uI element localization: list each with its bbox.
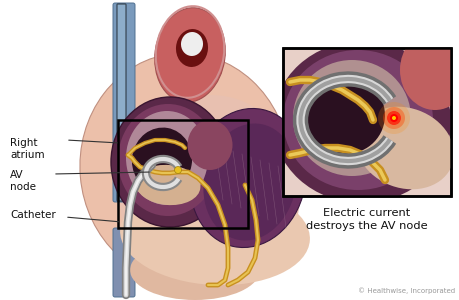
Ellipse shape [203,124,296,241]
Ellipse shape [282,50,432,190]
Ellipse shape [154,8,225,102]
Ellipse shape [304,76,384,154]
Ellipse shape [399,30,459,110]
Ellipse shape [120,95,299,295]
Ellipse shape [292,60,410,176]
Circle shape [389,114,397,122]
Ellipse shape [135,165,200,205]
Bar [282,48,450,196]
Ellipse shape [120,185,309,285]
Bar [118,120,247,228]
Ellipse shape [176,29,207,67]
FancyBboxPatch shape [117,4,126,201]
Ellipse shape [118,104,218,216]
Circle shape [174,167,181,173]
Circle shape [391,116,395,120]
Ellipse shape [355,107,453,189]
Ellipse shape [272,41,450,203]
Circle shape [382,107,404,129]
Ellipse shape [130,240,259,300]
Ellipse shape [190,109,305,247]
Text: Catheter: Catheter [10,210,56,220]
FancyBboxPatch shape [113,228,134,297]
Circle shape [377,102,409,134]
Ellipse shape [80,53,290,283]
Ellipse shape [224,118,305,218]
Ellipse shape [111,97,229,227]
Text: Electric current
destroys the AV node: Electric current destroys the AV node [306,208,427,231]
FancyBboxPatch shape [113,3,134,202]
Text: AV
node: AV node [10,170,36,192]
Bar [282,48,450,196]
Ellipse shape [132,128,192,192]
Ellipse shape [187,120,232,170]
Circle shape [386,111,400,125]
Ellipse shape [180,32,202,56]
Text: Right
atrium: Right atrium [10,138,45,160]
Ellipse shape [126,111,207,205]
Text: © Healthwise, Incorporated: © Healthwise, Incorporated [357,287,454,294]
